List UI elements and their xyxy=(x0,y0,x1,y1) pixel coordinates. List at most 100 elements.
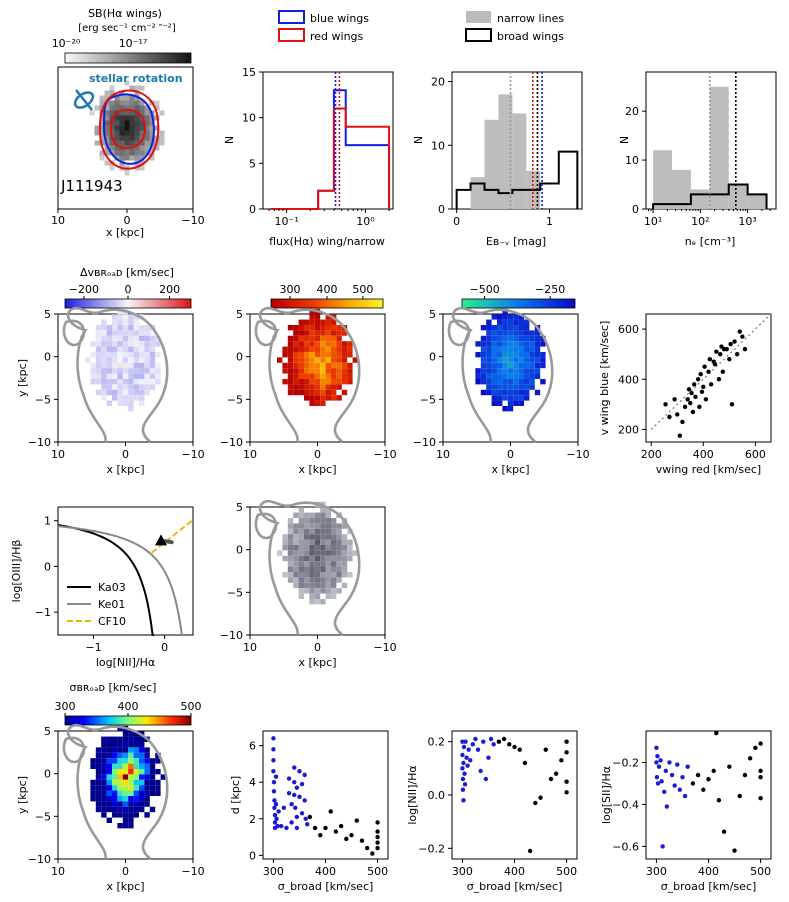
map-pixel xyxy=(117,736,123,742)
map-pixel xyxy=(314,539,321,545)
sb-pixel xyxy=(99,100,105,106)
sc-sii-blue-point xyxy=(655,753,660,759)
map-pixel xyxy=(95,378,102,385)
sb-pixel xyxy=(129,100,135,106)
map-pixel xyxy=(314,582,321,589)
map-pixel xyxy=(144,351,150,358)
map-pixel xyxy=(95,357,102,363)
map-pixel xyxy=(529,368,535,374)
map-pixel xyxy=(122,785,129,791)
map-pixel xyxy=(122,758,129,764)
sc-nii-blue-point xyxy=(491,742,496,747)
map-pixel xyxy=(95,795,102,802)
map-pixel xyxy=(128,400,134,406)
map-pixel xyxy=(314,544,321,551)
map-pixel xyxy=(304,550,310,556)
map-pixel xyxy=(320,550,326,556)
sb-pixel xyxy=(139,145,145,151)
galaxy-outline xyxy=(258,499,361,637)
sb-pixel xyxy=(144,135,150,141)
map-xtick-label: 0 xyxy=(122,448,129,461)
map-pixel xyxy=(507,373,514,379)
scatter-v-point xyxy=(677,433,683,438)
map-pixel xyxy=(133,324,139,331)
map-pixel xyxy=(149,763,156,769)
map-pixel xyxy=(106,779,112,786)
sb-pixel xyxy=(134,155,140,161)
map-pixel xyxy=(320,378,326,385)
map-pixel xyxy=(491,384,497,390)
map-pixel xyxy=(497,362,503,369)
map-pixel xyxy=(507,368,514,374)
map-ytick-label: 5 xyxy=(44,725,51,738)
map-pixel xyxy=(293,528,299,535)
map-pixel xyxy=(293,384,299,390)
map-pixel xyxy=(314,357,321,363)
map-pixel xyxy=(341,544,348,551)
map-pixel xyxy=(117,314,123,320)
map-pixel xyxy=(502,395,508,401)
hist-ytick-label: 5 xyxy=(249,157,256,170)
map-pixel xyxy=(122,324,129,331)
legend-red-label: red wings xyxy=(310,30,364,43)
map-pixel xyxy=(331,319,337,325)
map-pixel xyxy=(122,768,129,775)
map-pixel xyxy=(502,378,508,385)
map-pixel xyxy=(529,351,535,358)
sc-nii-blue-point xyxy=(461,798,466,803)
map-xtick-label: 10 xyxy=(436,448,450,461)
colorbar-tick-label: 400 xyxy=(118,700,139,713)
map-pixel xyxy=(325,544,331,551)
map-pixel xyxy=(90,362,96,369)
sb-pixel xyxy=(124,135,130,141)
map-pixel xyxy=(106,341,112,347)
scatter-ytick-label: −0.2 xyxy=(612,756,639,769)
map-pixel xyxy=(529,378,535,385)
map-pixel xyxy=(287,389,294,396)
map-pixel xyxy=(534,330,541,336)
map-pixel xyxy=(95,752,102,759)
map-pixel xyxy=(304,528,310,535)
map-pixel xyxy=(347,362,353,369)
map-pixel xyxy=(336,357,342,363)
map-pixel xyxy=(309,357,315,363)
map-pixel xyxy=(287,378,294,385)
map-pixel xyxy=(331,544,337,551)
map-pixel xyxy=(325,373,331,379)
map-pixel xyxy=(529,341,535,347)
sb-pixel xyxy=(104,160,110,166)
sb-pixel xyxy=(114,95,120,101)
map-pixel xyxy=(507,384,514,390)
map-pixel xyxy=(106,373,112,379)
map-pixel xyxy=(304,389,310,396)
map-pixel xyxy=(277,550,283,556)
map-pixel xyxy=(293,373,299,379)
sc-d-black-point xyxy=(312,825,318,831)
sc-sii-black-point xyxy=(690,781,696,786)
map-pixel xyxy=(309,395,315,401)
sc-d-blue-point xyxy=(297,769,302,774)
map-pixel xyxy=(117,324,123,331)
map-pixel xyxy=(128,758,134,764)
map-pixel xyxy=(507,330,514,336)
sc-nii-black-point xyxy=(517,747,522,752)
map-pixel xyxy=(133,758,139,764)
map-pixel xyxy=(497,368,503,374)
sb-pixel xyxy=(149,135,155,141)
map-pixel xyxy=(309,582,315,589)
colorbar-tick-label: 500 xyxy=(181,700,202,713)
map-pixel xyxy=(507,378,514,385)
map-pixel xyxy=(128,314,134,320)
map-pixel xyxy=(117,341,123,347)
scatter-v-point xyxy=(701,384,706,389)
map-pixel xyxy=(128,747,134,753)
sb-pixel xyxy=(104,145,110,151)
map-pixel xyxy=(336,555,342,562)
map-pixel xyxy=(480,373,487,379)
sc-d-blue-point xyxy=(272,812,278,818)
map-pixel xyxy=(518,335,524,342)
sb-xlabel: x [kpc] xyxy=(106,226,144,239)
map-pixel xyxy=(513,314,519,320)
panel-hist-ebv: 0 10 20 0 1 N Eʙ₋ᵥ [mag] xyxy=(412,71,583,248)
map-pixel xyxy=(309,373,315,379)
